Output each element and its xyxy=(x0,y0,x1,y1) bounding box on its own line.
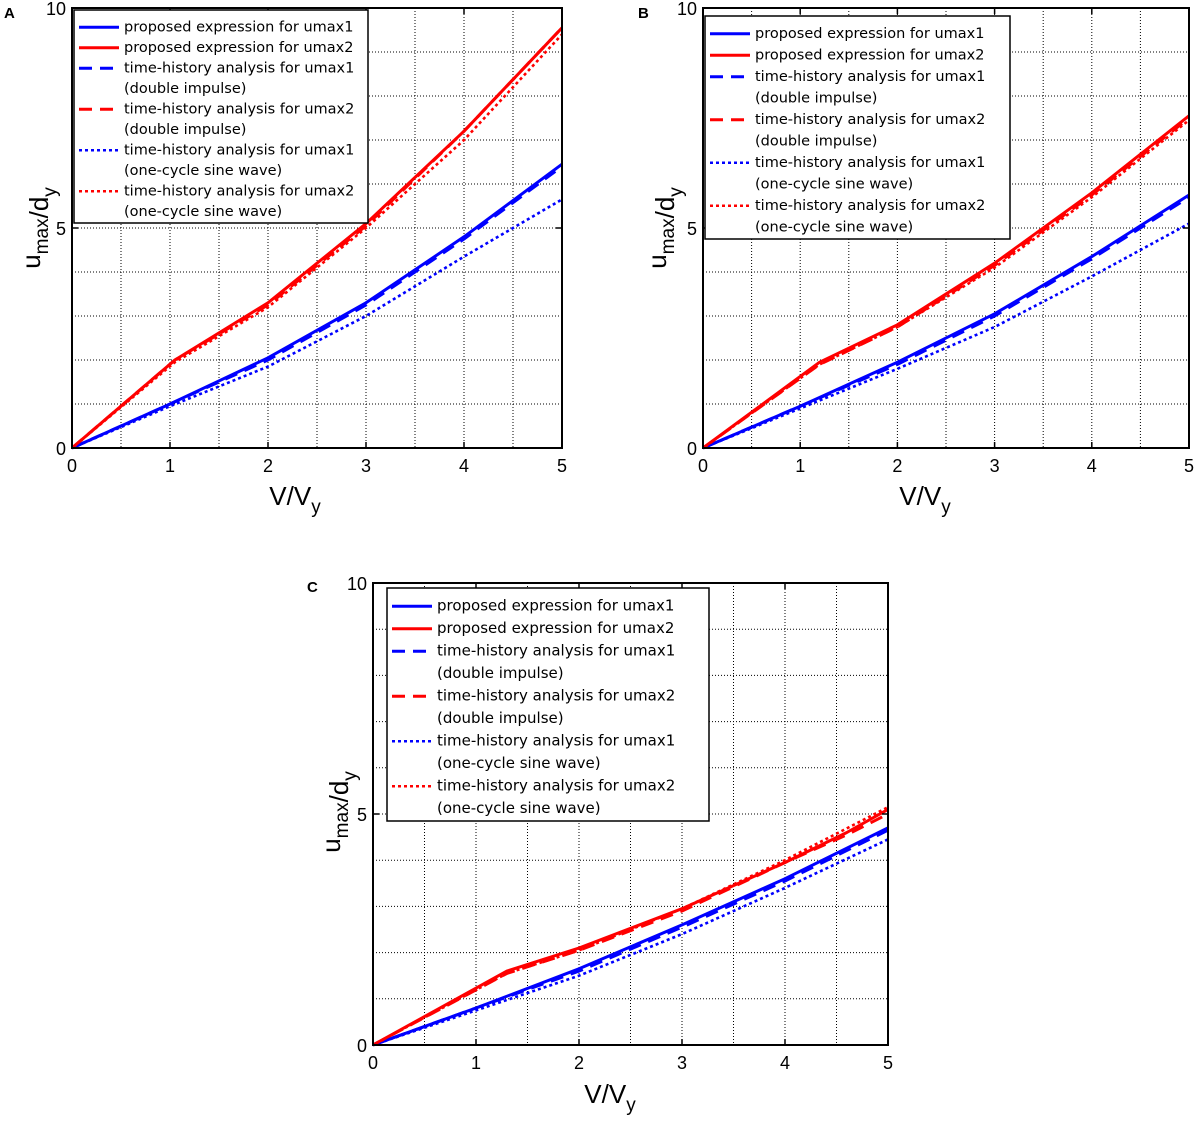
series-line-3 xyxy=(372,828,889,1047)
x-tick-label: 0 xyxy=(67,456,77,476)
panel-letter: C xyxy=(307,579,318,596)
legend-label: proposed expression for umax1 xyxy=(437,596,674,614)
series-line-5 xyxy=(372,838,889,1047)
legend-label: time-history analysis for umax1 xyxy=(124,60,354,76)
series-group xyxy=(71,26,564,450)
y-axis-label: umax/dy xyxy=(16,187,61,269)
panel-letter: B xyxy=(638,5,649,22)
x-tick-label: 3 xyxy=(361,456,371,476)
legend-label: (one-cycle sine wave) xyxy=(437,799,601,817)
y-tick-label: 5 xyxy=(56,219,66,239)
x-tick-label: 0 xyxy=(698,456,708,476)
series-line-5 xyxy=(71,198,563,450)
legend-box xyxy=(704,15,1011,240)
legend-label: time-history analysis for umax1 xyxy=(755,155,985,171)
y-axis-label: umax/dy xyxy=(642,187,687,269)
y-tick-label: 0 xyxy=(357,1036,367,1056)
legend-label: time-history analysis for umax1 xyxy=(124,142,354,158)
x-tick-label: 2 xyxy=(263,456,273,476)
x-tick-label: 5 xyxy=(1184,456,1194,476)
x-tick-label: 5 xyxy=(883,1053,893,1073)
legend-box xyxy=(73,9,369,224)
legend-label: time-history analysis for umax2 xyxy=(755,198,985,214)
x-tick-label: 5 xyxy=(557,456,567,476)
legend-label: (double impulse) xyxy=(437,709,564,727)
x-tick-label: 4 xyxy=(1087,456,1097,476)
legend-label: (one-cycle sine wave) xyxy=(437,754,601,772)
legend-label: (double impulse) xyxy=(755,90,877,106)
legend-label: time-history analysis for umax2 xyxy=(124,101,354,117)
legend-label: proposed expression for umax1 xyxy=(124,19,353,35)
legend-label: proposed expression for umax2 xyxy=(124,40,353,56)
series-line-3 xyxy=(71,165,563,450)
y-tick-label: 5 xyxy=(687,219,697,239)
legend-label: time-history analysis for umax2 xyxy=(755,112,985,128)
legend-label: proposed expression for umax1 xyxy=(755,26,984,42)
x-tick-label: 1 xyxy=(795,456,805,476)
legend-label: (one-cycle sine wave) xyxy=(755,219,913,235)
x-tick-label: 2 xyxy=(574,1053,584,1073)
series-line-4 xyxy=(71,26,564,450)
x-axis-label: V/Vy xyxy=(269,481,321,518)
y-tick-label: 10 xyxy=(347,574,367,594)
x-tick-label: 4 xyxy=(780,1053,790,1073)
legend: proposed expression for umax1 proposed ex… xyxy=(386,587,710,822)
x-tick-label: 1 xyxy=(471,1053,481,1073)
legend-label: time-history analysis for umax1 xyxy=(755,69,985,85)
legend-label: (one-cycle sine wave) xyxy=(124,204,282,220)
x-tick-label: 3 xyxy=(677,1053,687,1073)
series-line-6 xyxy=(372,805,889,1047)
y-tick-label: 0 xyxy=(687,439,697,459)
series-group xyxy=(702,114,1190,450)
y-tick-label: 10 xyxy=(677,0,697,19)
legend-label: time-history analysis for umax2 xyxy=(437,686,675,704)
legend-label: time-history analysis for umax1 xyxy=(437,641,675,659)
x-tick-label: 3 xyxy=(990,456,1000,476)
legend-label: (one-cycle sine wave) xyxy=(124,163,282,179)
series-line-2 xyxy=(702,114,1190,450)
x-axis-label: V/Vy xyxy=(584,1079,636,1116)
y-tick-label: 5 xyxy=(357,805,367,825)
legend-label: time-history analysis for umax1 xyxy=(437,731,675,749)
legend-label: (double impulse) xyxy=(124,122,246,138)
legend-label: (double impulse) xyxy=(124,81,246,97)
legend-label: (double impulse) xyxy=(755,133,877,149)
legend-label: proposed expression for umax2 xyxy=(755,47,984,63)
x-tick-label: 0 xyxy=(368,1053,378,1073)
legend-label: (double impulse) xyxy=(437,664,564,682)
legend-label: time-history analysis for umax2 xyxy=(437,776,675,794)
series-group xyxy=(372,805,889,1047)
chart-panel-a: A 0 1 2 3 4 5 0 5 10 V/Vy umax/dy proposed expressio… xyxy=(4,0,567,518)
legend: proposed expression for umax1 proposed ex… xyxy=(73,9,369,224)
legend-label: time-history analysis for umax2 xyxy=(124,183,354,199)
legend: proposed expression for umax1 proposed ex… xyxy=(704,15,1011,240)
chart-panel-c: C 0 1 2 3 4 5 0 5 10 V/Vy umax/dy proposed expressio… xyxy=(307,574,893,1116)
x-tick-label: 2 xyxy=(892,456,902,476)
series-line-3 xyxy=(702,195,1190,450)
chart-panel-b: B 0 1 2 3 4 5 0 5 10 V/Vy umax/dy proposed expressio… xyxy=(638,0,1194,518)
panel-letter: A xyxy=(4,5,15,22)
y-axis-label: umax/dy xyxy=(316,771,361,853)
series-line-6 xyxy=(71,33,563,449)
x-axis-label: V/Vy xyxy=(899,481,951,518)
legend-label: (one-cycle sine wave) xyxy=(755,176,913,192)
x-tick-label: 1 xyxy=(165,456,175,476)
y-tick-label: 0 xyxy=(56,439,66,459)
legend-label: proposed expression for umax2 xyxy=(437,619,674,637)
series-line-4 xyxy=(702,116,1190,450)
y-tick-label: 10 xyxy=(46,0,66,19)
x-tick-label: 4 xyxy=(459,456,469,476)
legend-box xyxy=(386,587,710,822)
